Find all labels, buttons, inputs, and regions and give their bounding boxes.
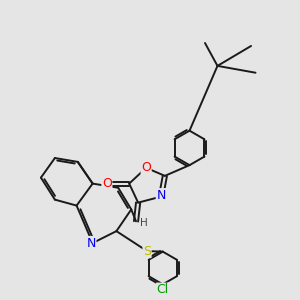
Text: O: O [141,161,151,174]
Text: O: O [102,177,112,190]
Text: N: N [156,189,166,202]
Text: S: S [143,244,151,258]
Text: Cl: Cl [157,283,169,296]
Text: N: N [86,236,96,250]
Text: H: H [140,218,148,228]
